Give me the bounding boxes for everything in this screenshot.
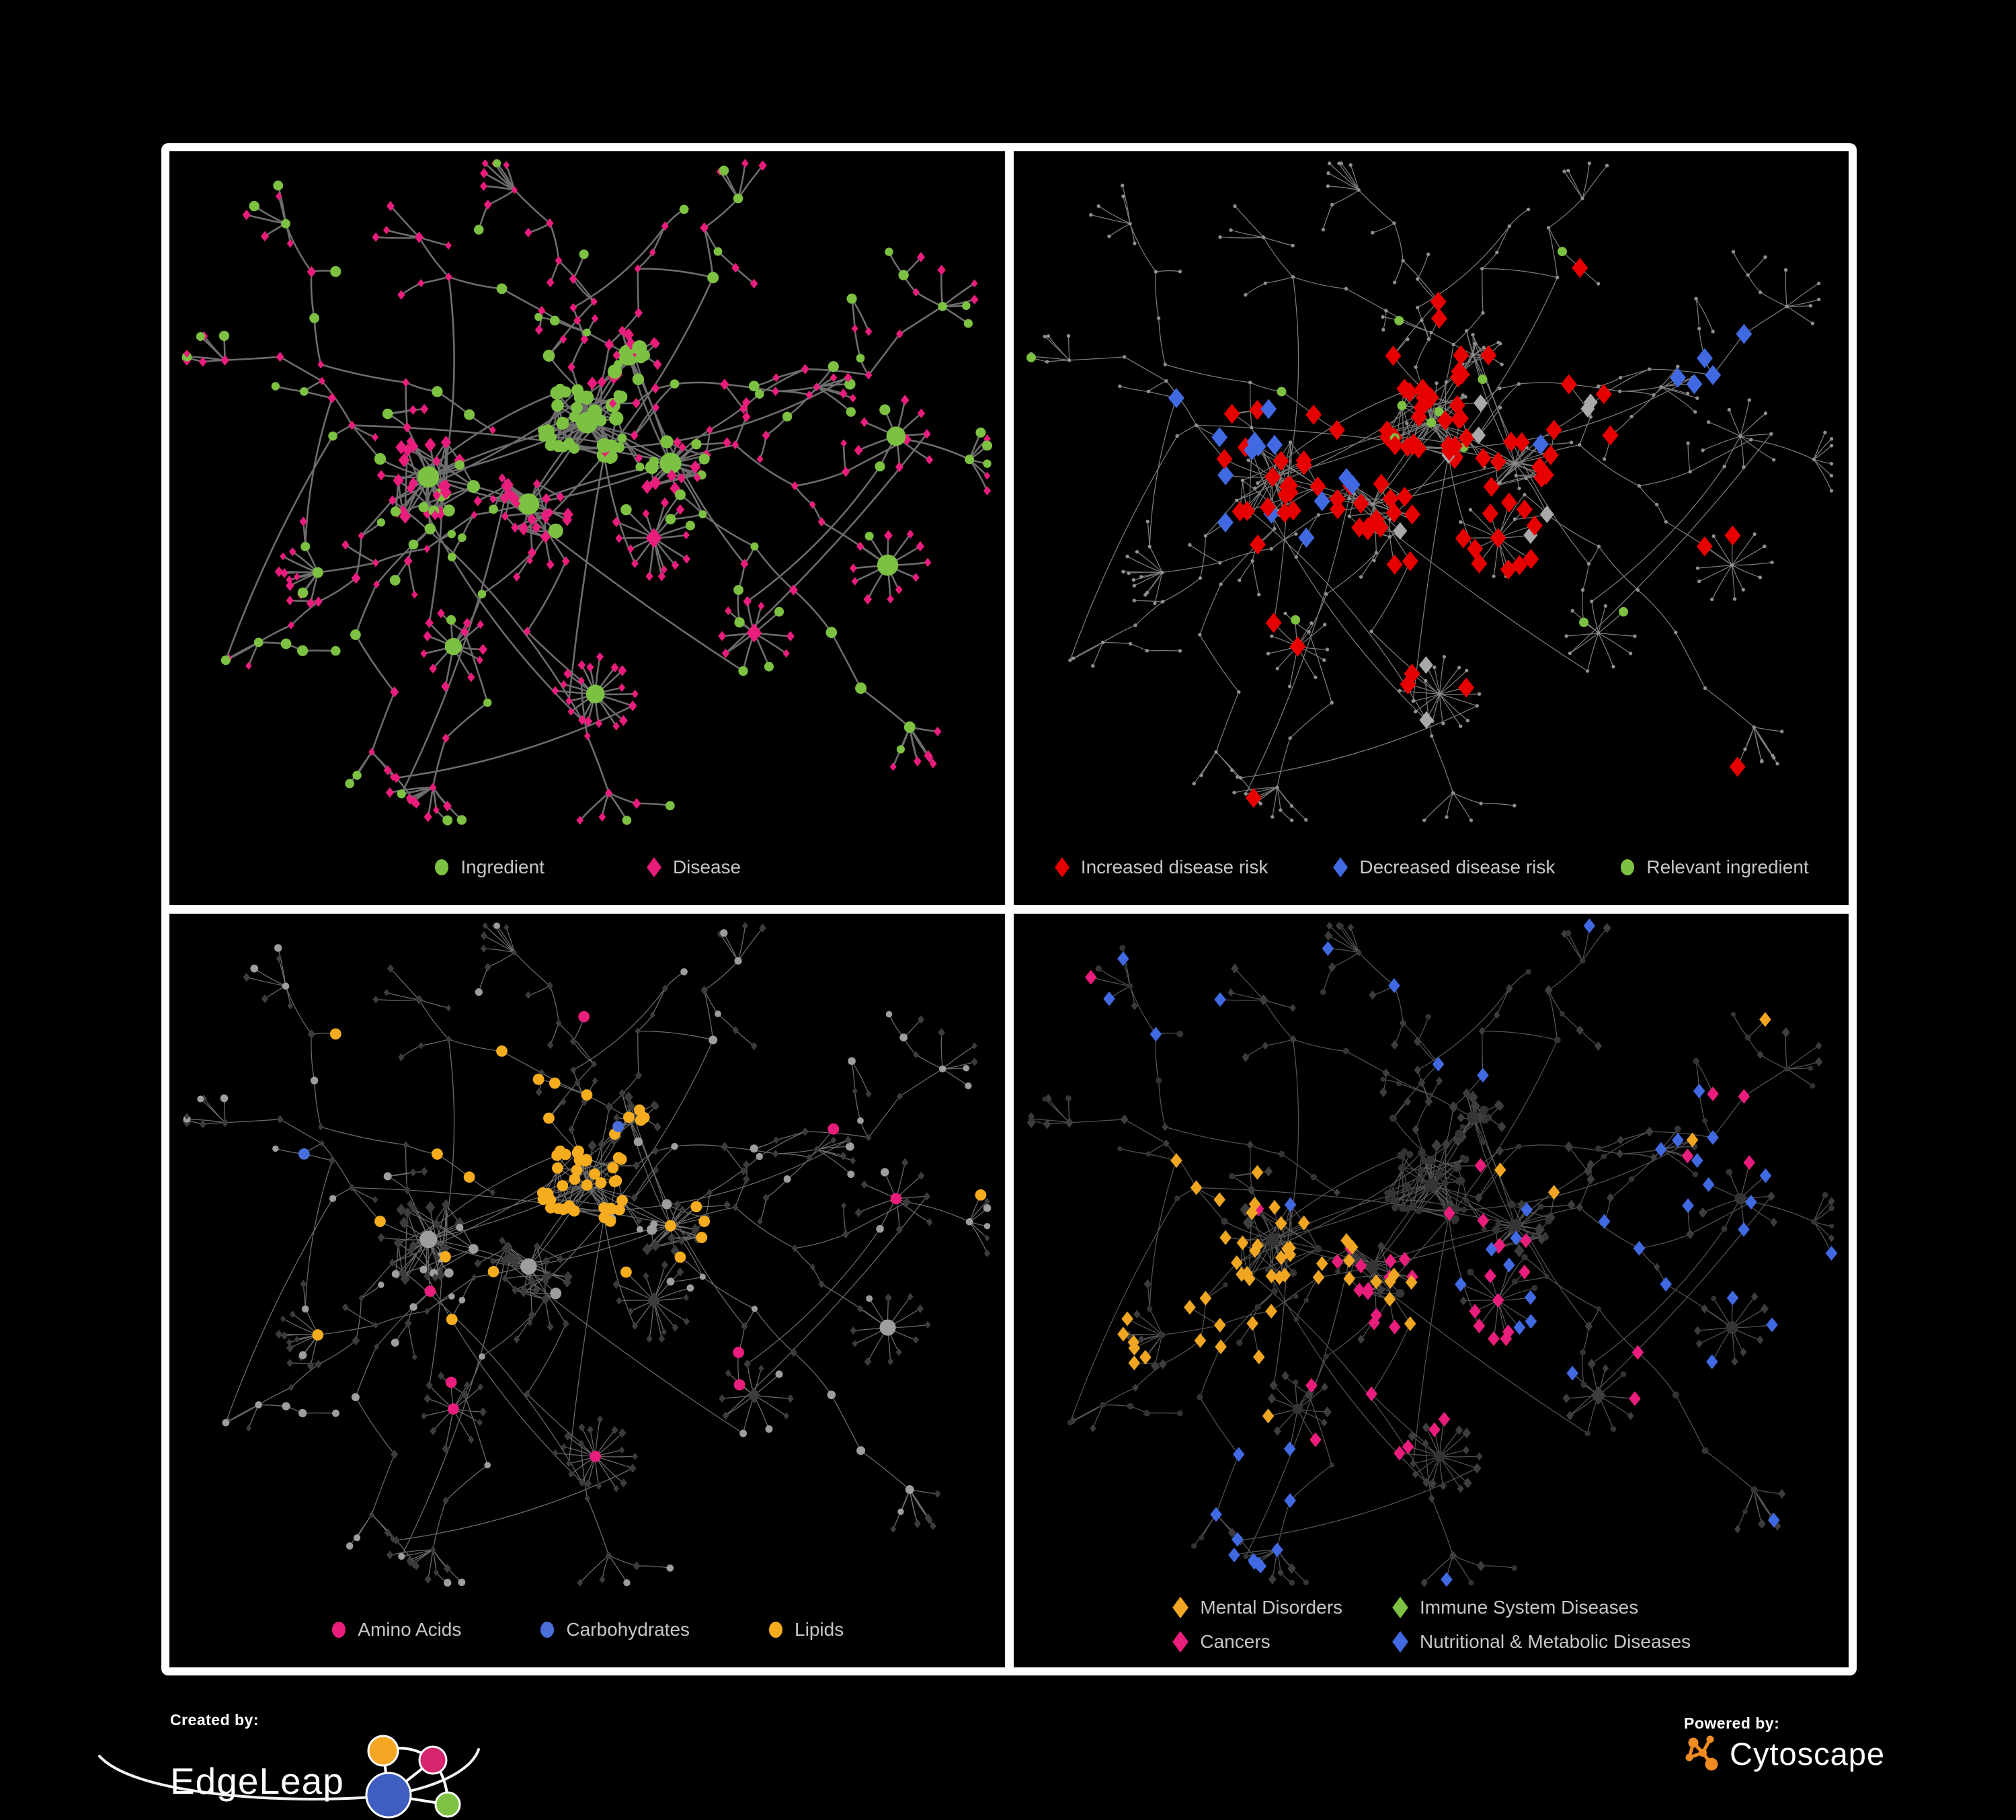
legend-item-relevant-ingredient: Relevant ingredient [1619, 857, 1809, 878]
legend-label: Immune System Diseases [1420, 1597, 1639, 1618]
created-by-label: Created by: [170, 1711, 259, 1729]
circle-swatch-icon [769, 1622, 783, 1638]
legend-label: Carbohydrates [566, 1619, 690, 1640]
cytoscape-logo-icon [1685, 1735, 1718, 1771]
network-disease-risk [1026, 161, 1833, 822]
diamond-swatch-icon [1172, 1630, 1189, 1653]
legend-item-ingredient: Ingredient [433, 857, 545, 878]
legend-item-mental-disorders: Mental Disorders [1171, 1595, 1342, 1620]
diamond-swatch-icon [1054, 857, 1070, 877]
legend-item-decreased-risk: Decreased disease risk [1332, 857, 1555, 878]
legend-label: Amino Acids [358, 1619, 462, 1640]
legend-disease-risk: Increased disease risk Decreased disease… [1014, 857, 1849, 878]
edgeleap-wordmark: EdgeLeap [170, 1759, 344, 1802]
legend-item-nutritional-metabolic-diseases: Nutritional & Metabolic Diseases [1391, 1630, 1691, 1654]
legend-label: Lipids [795, 1619, 844, 1640]
legend-label: Cancers [1200, 1631, 1271, 1652]
legend-label: Ingredient [460, 857, 545, 877]
circle-swatch-icon [332, 1622, 346, 1638]
panel-ingredient-disease: Ingredient Disease [169, 151, 1005, 905]
legend-ingredient-classes: Amino Acids Carbohydrates Lipids [169, 1619, 1005, 1640]
legend-item-carbohydrates: Carbohydrates [538, 1619, 690, 1640]
powered-by-label: Powered by: [1684, 1714, 1780, 1732]
cytoscape-wordmark: Cytoscape [1730, 1735, 1886, 1772]
network-ingredient-disease [182, 159, 993, 826]
created-by-block: Created by: EdgeLeap [97, 1711, 508, 1820]
circle-swatch-icon [435, 859, 449, 875]
diamond-swatch-icon [1333, 857, 1348, 877]
legend-item-lipids: Lipids [767, 1619, 844, 1640]
legend-label: Increased disease risk [1080, 857, 1268, 877]
edgeleap-logo-icon [97, 1735, 480, 1819]
powered-by-block: Powered by: Cytoscape [1684, 1714, 1885, 1773]
network-disease-classes [1026, 918, 1837, 1587]
legend-label: Mental Disorders [1200, 1597, 1343, 1618]
diamond-swatch-icon [1172, 1596, 1189, 1619]
circle-swatch-icon [1621, 859, 1635, 875]
legend-label: Decreased disease risk [1359, 857, 1556, 877]
legend-item-immune-system-diseases: Immune System Diseases [1391, 1595, 1691, 1620]
four-panel-grid: Ingredient Disease Increased disease [161, 143, 1857, 1675]
legend-disease-classes: Mental Disorders Immune System Diseases … [1014, 1595, 1849, 1654]
legend-item-disease: Disease [645, 857, 741, 878]
circle-swatch-icon [540, 1622, 555, 1638]
legend-label: Nutritional & Metabolic Diseases [1420, 1631, 1691, 1652]
network-ingredient-classes [183, 922, 992, 1587]
diamond-swatch-icon [1392, 1630, 1408, 1653]
diamond-swatch-icon [1392, 1596, 1408, 1619]
legend-ingredient-disease: Ingredient Disease [169, 857, 1005, 878]
diamond-swatch-icon [646, 857, 661, 877]
legend-item-increased-risk: Increased disease risk [1053, 857, 1268, 878]
panel-ingredient-classes: Amino Acids Carbohydrates Lipids [169, 914, 1005, 1667]
panel-disease-risk: Increased disease risk Decreased disease… [1013, 151, 1849, 905]
legend-label: Relevant ingredient [1646, 857, 1809, 877]
legend-item-amino-acids: Amino Acids [330, 1619, 461, 1640]
legend-label: Disease [672, 857, 741, 877]
legend-item-cancers: Cancers [1171, 1630, 1342, 1654]
panel-disease-classes: Mental Disorders Immune System Diseases … [1013, 914, 1849, 1667]
